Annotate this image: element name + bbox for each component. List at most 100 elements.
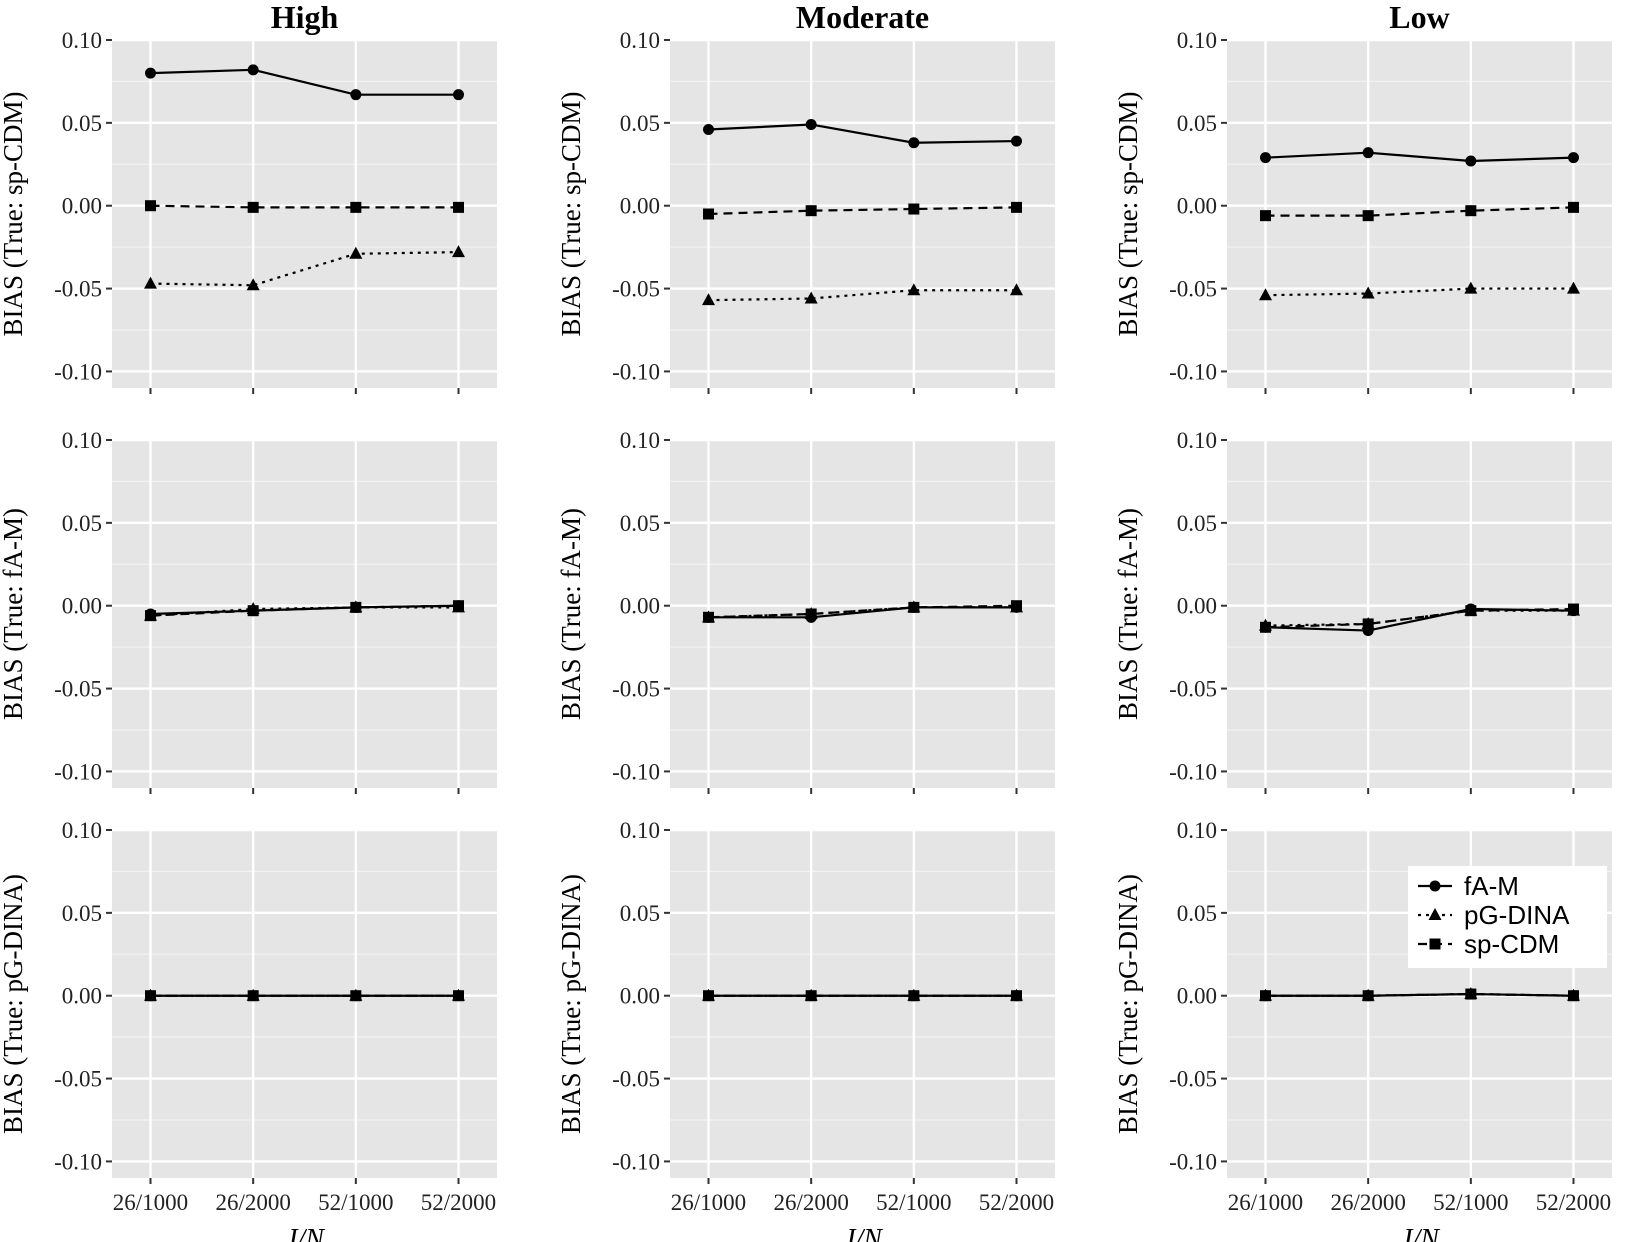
column-title: Moderate (796, 0, 929, 35)
point-sp-cdm (1260, 210, 1271, 222)
point-sp-cdm (908, 990, 920, 1002)
x-tick-label: 52/1000 (318, 1190, 393, 1215)
y-tick-label: 0.05 (62, 511, 102, 536)
panel-background (670, 440, 1055, 788)
point-fa-m (350, 89, 362, 101)
y-tick-label: -0.10 (1169, 759, 1217, 784)
y-tick-label: 0.10 (1177, 428, 1217, 453)
series-line-fa-m (150, 68, 459, 96)
y-tick-label: 0.05 (1177, 111, 1217, 136)
legend-background (1408, 866, 1607, 968)
point-sp-cdm (805, 205, 817, 217)
point-sp-cdm (1465, 205, 1477, 217)
y-axis-label: BIAS (True: sp-CDM) (1113, 91, 1143, 336)
point-sp-cdm (453, 201, 464, 213)
panel-bias-true-pg-dina-moderate: 0.10 0.05 0.00 -0.05 -0.10 26/1000 26/2000 52/1… (556, 818, 1055, 1242)
x-tick-label: 52/1000 (876, 1190, 951, 1215)
point-sp-cdm (453, 600, 464, 612)
point-sp-cdm (1260, 621, 1271, 633)
y-tick-label: 0.00 (62, 594, 102, 619)
x-axis-label: J/N (285, 1224, 325, 1242)
series-line-sp-cdm (150, 604, 459, 617)
point-sp-cdm (1465, 605, 1477, 617)
point-sp-cdm (908, 601, 920, 613)
point-pg-dina (1567, 281, 1580, 294)
panel-background (670, 830, 1055, 1178)
point-fa-m (805, 119, 817, 131)
point-sp-cdm (145, 990, 156, 1002)
y-tick-label: -0.05 (612, 277, 660, 302)
point-fa-m (1568, 152, 1579, 164)
series-line-sp-cdm (150, 204, 459, 209)
point-pg-dina (907, 283, 921, 296)
y-axis-label: BIAS (True: fA-M) (1113, 508, 1143, 720)
point-sp-cdm (703, 990, 714, 1002)
series-line-sp-cdm (1265, 206, 1574, 217)
y-axis-label: BIAS (True: fA-M) (0, 508, 28, 720)
panel-bias-true-fa-m-high: 0.10 0.05 0.00 -0.05 -0.10 BIAS (True: fA-M) (0, 428, 497, 794)
point-fa-m (247, 64, 259, 76)
y-tick-label: 0.10 (62, 428, 102, 453)
y-tick-label: 0.05 (620, 901, 660, 926)
x-tick-label: 52/2000 (1536, 1190, 1611, 1215)
x-tick-label: 26/1000 (113, 1190, 188, 1215)
y-tick-label: -0.05 (1169, 677, 1217, 702)
y-tick-label: 0.00 (62, 984, 102, 1009)
y-tick-label: 0.10 (62, 818, 102, 843)
y-tick-label: -0.10 (612, 359, 660, 384)
y-axis-label: BIAS (True: pG-DINA) (556, 874, 586, 1134)
point-sp-cdm (1260, 990, 1271, 1002)
y-tick-label: -0.10 (54, 359, 102, 384)
panel-background (1227, 440, 1612, 788)
point-sp-cdm (247, 605, 259, 617)
y-tick-label: 0.05 (62, 111, 102, 136)
y-tick-label: 0.00 (620, 194, 660, 219)
y-tick-label: 0.05 (62, 901, 102, 926)
point-sp-cdm (145, 610, 156, 622)
point-sp-cdm (1362, 990, 1374, 1002)
point-pg-dina (1010, 283, 1023, 296)
point-sp-cdm (1362, 618, 1374, 630)
point-pg-dina (1464, 281, 1478, 294)
y-tick-label: 0.10 (1177, 28, 1217, 53)
y-tick-label: -0.10 (612, 1149, 660, 1174)
point-sp-cdm (1011, 990, 1022, 1002)
point-fa-m (1465, 155, 1477, 167)
point-sp-cdm (1465, 988, 1477, 1000)
panel-bias-true-pg-dina-high: 0.10 0.05 0.00 -0.05 -0.10 26/1000 26/2000 52/1… (0, 818, 497, 1242)
x-tick-label: 26/1000 (671, 1190, 746, 1215)
point-fa-m (908, 137, 920, 149)
series-line-sp-cdm (1265, 607, 1574, 629)
panel-bias-true-sp-cdm-high: 0.10 0.05 0.00 -0.05 -0.10 BIAS (True: sp-CDM… (0, 28, 497, 394)
legend-key-circle (1429, 880, 1441, 892)
panel-bias-true-sp-cdm-low: 0.10 0.05 0.00 -0.05 -0.10 BIAS (True: sp-CDM… (1113, 28, 1612, 394)
point-sp-cdm (908, 203, 920, 215)
legend-key-square (1429, 938, 1441, 950)
x-tick-label: 52/1000 (1433, 1190, 1508, 1215)
series-line-sp-cdm (1265, 992, 1574, 997)
y-axis-label: BIAS (True: pG-DINA) (0, 874, 28, 1134)
y-tick-label: 0.00 (1177, 594, 1217, 619)
y-tick-label: 0.10 (620, 28, 660, 53)
point-fa-m (145, 67, 156, 79)
series-line-pg-dina (1265, 287, 1574, 297)
x-tick-label: 52/2000 (979, 1190, 1054, 1215)
point-fa-m (1260, 152, 1271, 164)
point-pg-dina (1259, 288, 1272, 301)
legend-label: sp-CDM (1464, 929, 1559, 959)
point-sp-cdm (247, 201, 259, 213)
point-pg-dina (804, 291, 818, 304)
y-tick-label: 0.05 (620, 511, 660, 536)
point-pg-dina (452, 245, 465, 258)
y-tick-label: 0.00 (620, 984, 660, 1009)
panel-bias-true-fa-m-moderate: 0.10 0.05 0.00 -0.05 -0.10 BIAS (True: fA-M) (556, 428, 1055, 794)
point-sp-cdm (1011, 201, 1022, 213)
y-tick-label: 0.00 (1177, 194, 1217, 219)
x-axis-label: J/N (1400, 1224, 1440, 1242)
y-tick-label: -0.05 (1169, 277, 1217, 302)
y-axis-label: BIAS (True: pG-DINA) (1113, 874, 1143, 1134)
x-tick-label: 26/2000 (215, 1190, 290, 1215)
point-sp-cdm (703, 611, 714, 623)
point-pg-dina (349, 246, 363, 259)
